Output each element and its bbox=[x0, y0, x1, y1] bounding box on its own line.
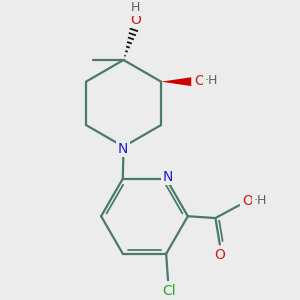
Text: Cl: Cl bbox=[162, 284, 175, 298]
Text: H: H bbox=[131, 1, 140, 14]
Text: N: N bbox=[163, 170, 173, 184]
Text: ·H: ·H bbox=[205, 74, 218, 87]
Text: O: O bbox=[214, 248, 225, 262]
Text: O: O bbox=[130, 13, 141, 27]
Text: O: O bbox=[194, 74, 205, 88]
Polygon shape bbox=[161, 77, 191, 86]
Text: N: N bbox=[118, 142, 128, 155]
Text: O: O bbox=[242, 194, 253, 208]
Text: ·H: ·H bbox=[254, 194, 267, 207]
